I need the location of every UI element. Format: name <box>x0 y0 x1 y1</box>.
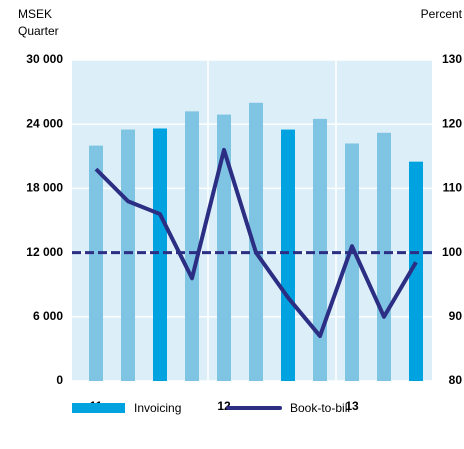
x-tick-label: 13 <box>345 399 359 413</box>
bar <box>313 118 327 381</box>
y-tick-label: 12 000 <box>26 245 63 259</box>
bar <box>217 114 231 381</box>
legend-label: Book-to-bill <box>290 401 350 415</box>
y2-axis-label: Percent <box>421 7 463 21</box>
y2-tick-label: 80 <box>449 373 463 387</box>
line <box>94 147 418 339</box>
bar <box>121 129 135 381</box>
y2-tick-label: 110 <box>443 181 463 195</box>
y-axis-label: MSEK <box>18 7 52 21</box>
bar <box>249 102 263 382</box>
bar <box>345 143 359 381</box>
legend-swatch <box>72 403 125 413</box>
y-tick-label: 0 <box>56 373 63 387</box>
bar <box>377 132 391 381</box>
bar <box>185 111 199 382</box>
y-tick-label: 6 000 <box>33 309 63 323</box>
bar <box>89 145 103 381</box>
bar <box>153 128 167 381</box>
legend-label: Invoicing <box>134 401 181 415</box>
y2-tick-label: 120 <box>442 116 462 130</box>
y2-tick-label: 130 <box>442 52 462 66</box>
bar <box>409 161 423 381</box>
y2-tick-label: 100 <box>442 245 462 259</box>
y-tick-label: 18 000 <box>26 181 63 195</box>
x-axis-label: Quarter <box>18 24 59 38</box>
y-tick-label: 24 000 <box>26 116 63 130</box>
bar <box>281 129 295 381</box>
y-tick-label: 30 000 <box>26 52 63 66</box>
y2-tick-label: 90 <box>449 309 463 323</box>
